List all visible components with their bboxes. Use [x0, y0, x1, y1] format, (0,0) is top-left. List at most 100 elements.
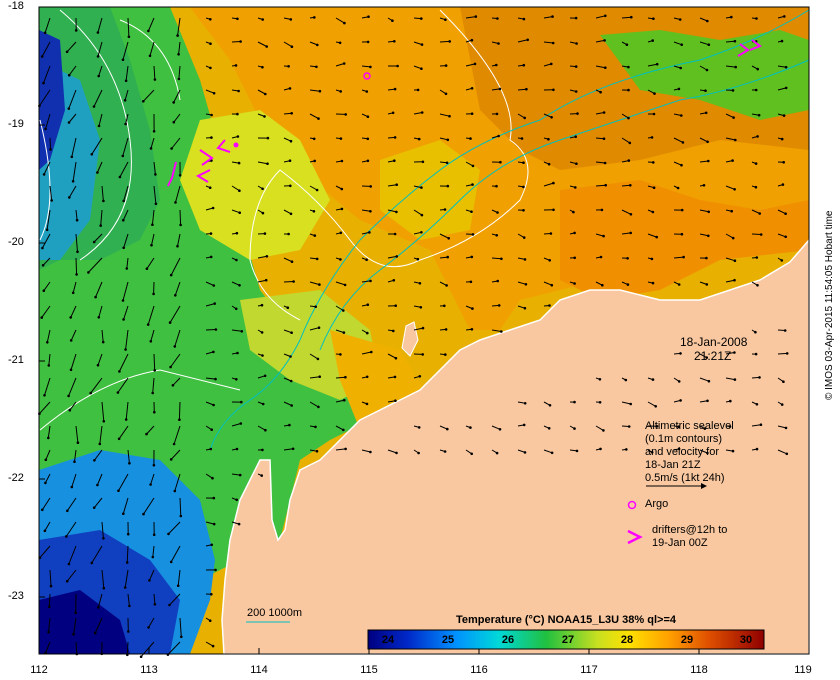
vector-head — [238, 189, 241, 192]
vector-head — [733, 259, 737, 263]
vector-head — [147, 626, 150, 629]
vector-head — [142, 512, 145, 516]
vector-head — [627, 425, 631, 428]
vector-head — [48, 605, 51, 609]
vector-head — [122, 318, 125, 321]
vector-head — [339, 90, 343, 93]
velocity-vector — [309, 185, 318, 191]
vector-head — [290, 260, 294, 264]
vector-head — [574, 186, 577, 189]
vector-head — [237, 161, 241, 165]
velocity-vector — [66, 569, 77, 582]
velocity-vector — [751, 209, 760, 214]
vector-head — [340, 159, 344, 163]
vector-head — [235, 378, 238, 381]
vector-head — [315, 257, 319, 261]
vector-head — [263, 374, 267, 378]
vector-head — [211, 476, 214, 480]
velocity-vector — [491, 329, 502, 332]
velocity-vector — [100, 209, 103, 226]
velocity-vector — [257, 279, 267, 283]
vector-head — [42, 289, 46, 293]
vector-head — [598, 378, 602, 381]
vector-head — [682, 255, 685, 259]
velocity-vector — [122, 41, 129, 60]
velocity-vector — [170, 257, 181, 276]
vector-head — [703, 427, 707, 430]
vector-head — [343, 398, 346, 402]
altimetric-line: (0.1m contours) — [645, 433, 723, 445]
velocity-vector — [283, 377, 292, 382]
vector-head — [237, 89, 240, 93]
velocity-vector — [699, 41, 709, 46]
velocity-vector — [41, 305, 51, 318]
velocity-vector — [127, 593, 130, 606]
vector-head — [525, 87, 528, 91]
velocity-vector — [152, 377, 155, 394]
vector-head — [260, 331, 264, 334]
velocity-vector — [118, 473, 129, 491]
vector-head — [498, 87, 502, 91]
vector-head — [448, 114, 451, 118]
vector-head — [208, 619, 212, 622]
colorbar-tick: 24 — [381, 634, 395, 646]
vector-head — [499, 160, 502, 164]
vector-head — [70, 155, 74, 159]
vector-head — [756, 284, 759, 287]
velocity-vector — [126, 545, 129, 563]
velocity-vector — [90, 377, 103, 394]
vector-head — [209, 18, 212, 21]
velocity-vector — [231, 423, 241, 427]
velocity-vector — [68, 89, 77, 109]
vector-head — [235, 231, 239, 235]
vector-head — [173, 489, 177, 493]
velocity-vector — [777, 233, 786, 238]
velocity-vector — [699, 209, 709, 213]
vector-head — [783, 329, 787, 332]
vector-head — [338, 41, 342, 45]
drifter-dot — [233, 142, 239, 148]
vector-head — [370, 350, 373, 354]
vector-head — [209, 232, 213, 235]
vector-head — [154, 173, 157, 176]
velocity-vector — [595, 184, 606, 187]
velocity-vector — [153, 353, 156, 371]
vector-head — [576, 112, 579, 115]
vector-head — [780, 403, 784, 406]
vector-head — [344, 113, 348, 116]
velocity-vector — [125, 401, 129, 420]
vector-head — [552, 208, 555, 212]
velocity-vector — [150, 137, 155, 149]
velocity-vector — [309, 327, 320, 331]
drifters-line: 19-Jan 00Z — [652, 537, 708, 549]
vector-head — [169, 365, 172, 369]
velocity-vector — [543, 113, 552, 118]
vector-head — [210, 136, 213, 139]
velocity-vector — [179, 497, 182, 517]
velocity-vector — [41, 497, 51, 511]
vector-head — [96, 483, 99, 487]
vector-head — [444, 18, 447, 22]
drifter-tracks — [167, 39, 763, 187]
vector-head — [758, 376, 761, 379]
vector-head — [679, 352, 682, 355]
vector-head — [339, 231, 343, 235]
velocity-vector — [39, 401, 51, 415]
vector-head — [552, 181, 555, 185]
vector-head — [209, 447, 213, 451]
vector-head — [781, 183, 785, 186]
vector-head — [342, 428, 345, 432]
velocity-vector — [777, 449, 787, 455]
velocity-vector — [361, 209, 371, 212]
vector-head — [178, 174, 182, 177]
vector-head — [121, 58, 125, 61]
vector-head — [626, 257, 629, 260]
velocity-vector — [149, 41, 155, 56]
vector-head — [598, 401, 602, 404]
vector-head — [97, 606, 100, 609]
vector-head — [548, 259, 551, 262]
vector-head — [176, 244, 179, 248]
island — [401, 321, 419, 357]
velocity-vector — [146, 425, 155, 435]
vector-head — [151, 555, 155, 559]
